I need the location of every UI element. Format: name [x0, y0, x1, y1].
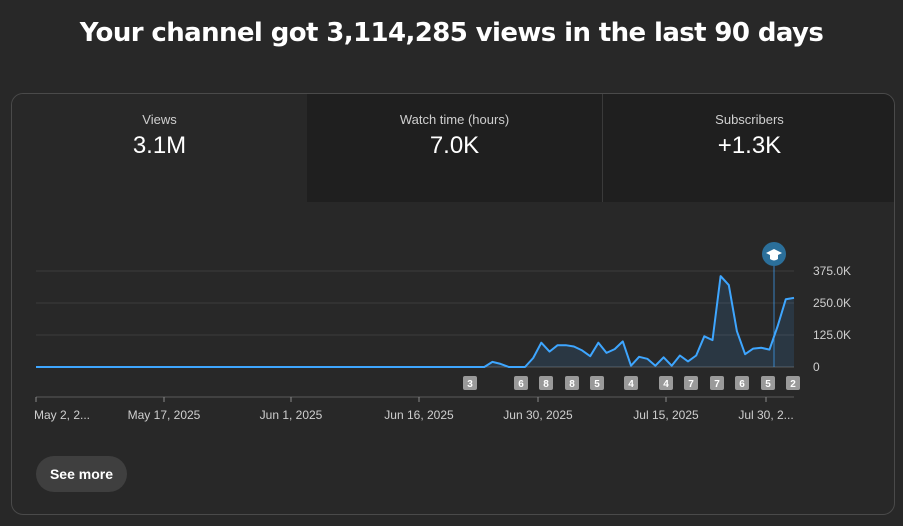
- event-marker: [786, 376, 800, 390]
- event-marker: [624, 376, 638, 390]
- event-marker-label: 8: [543, 379, 549, 390]
- y-tick-label: 125.0K: [813, 328, 851, 342]
- event-marker-label: 6: [518, 379, 524, 390]
- tab-label: Watch time (hours): [399, 112, 510, 127]
- x-tick-label: Jun 1, 2025: [260, 408, 323, 422]
- graduation-cap-icon-base: [770, 255, 778, 261]
- event-marker-label: 4: [663, 379, 669, 390]
- analytics-card: Views 3.1M Watch time (hours) 7.0K Subsc…: [11, 93, 895, 515]
- event-marker-label: 2: [790, 379, 796, 390]
- event-marker-label: 5: [765, 379, 771, 390]
- event-marker-label: 7: [688, 379, 694, 390]
- event-marker: [539, 376, 553, 390]
- event-marker: [463, 376, 477, 390]
- series-line: [36, 275, 795, 368]
- event-marker-label: 7: [714, 379, 720, 390]
- tab-watch-time[interactable]: Watch time (hours) 7.0K: [307, 94, 602, 202]
- tab-label: Subscribers: [715, 112, 784, 127]
- x-tick-label: May 2, 2...: [34, 408, 90, 422]
- event-marker: [590, 376, 604, 390]
- event-marker-label: 5: [594, 379, 600, 390]
- event-marker-label: 4: [628, 379, 634, 390]
- tab-subscribers[interactable]: Subscribers +1.3K: [602, 94, 894, 202]
- event-marker: [735, 376, 749, 390]
- event-marker-label: 6: [739, 379, 745, 390]
- event-marker-label: 8: [569, 379, 575, 390]
- event-marker: [565, 376, 579, 390]
- tab-value: +1.3K: [717, 132, 782, 159]
- tab-value: 3.1M: [132, 132, 187, 159]
- x-tick-label: Jul 30, 2...: [738, 408, 793, 422]
- page-headline: Your channel got 3,114,285 views in the …: [79, 18, 824, 48]
- y-tick-label: 0: [813, 360, 820, 374]
- event-marker: [514, 376, 528, 390]
- tab-label: Views: [142, 112, 177, 127]
- tab-value: 7.0K: [429, 132, 480, 159]
- y-tick-label: 375.0K: [813, 264, 851, 278]
- metric-tabs: Views 3.1M Watch time (hours) 7.0K Subsc…: [12, 94, 894, 202]
- event-marker-label: 3: [467, 379, 473, 390]
- x-tick-label: Jun 30, 2025: [503, 408, 573, 422]
- event-marker: [710, 376, 724, 390]
- event-marker: [659, 376, 673, 390]
- see-more-button[interactable]: See more: [36, 456, 127, 492]
- event-marker: [684, 376, 698, 390]
- event-marker: [761, 376, 775, 390]
- series-area: [36, 276, 794, 367]
- x-tick-label: May 17, 2025: [128, 408, 201, 422]
- tab-views[interactable]: Views 3.1M: [12, 94, 307, 202]
- x-tick-label: Jul 15, 2025: [633, 408, 699, 422]
- x-tick-label: Jun 16, 2025: [384, 408, 454, 422]
- y-tick-label: 250.0K: [813, 296, 851, 310]
